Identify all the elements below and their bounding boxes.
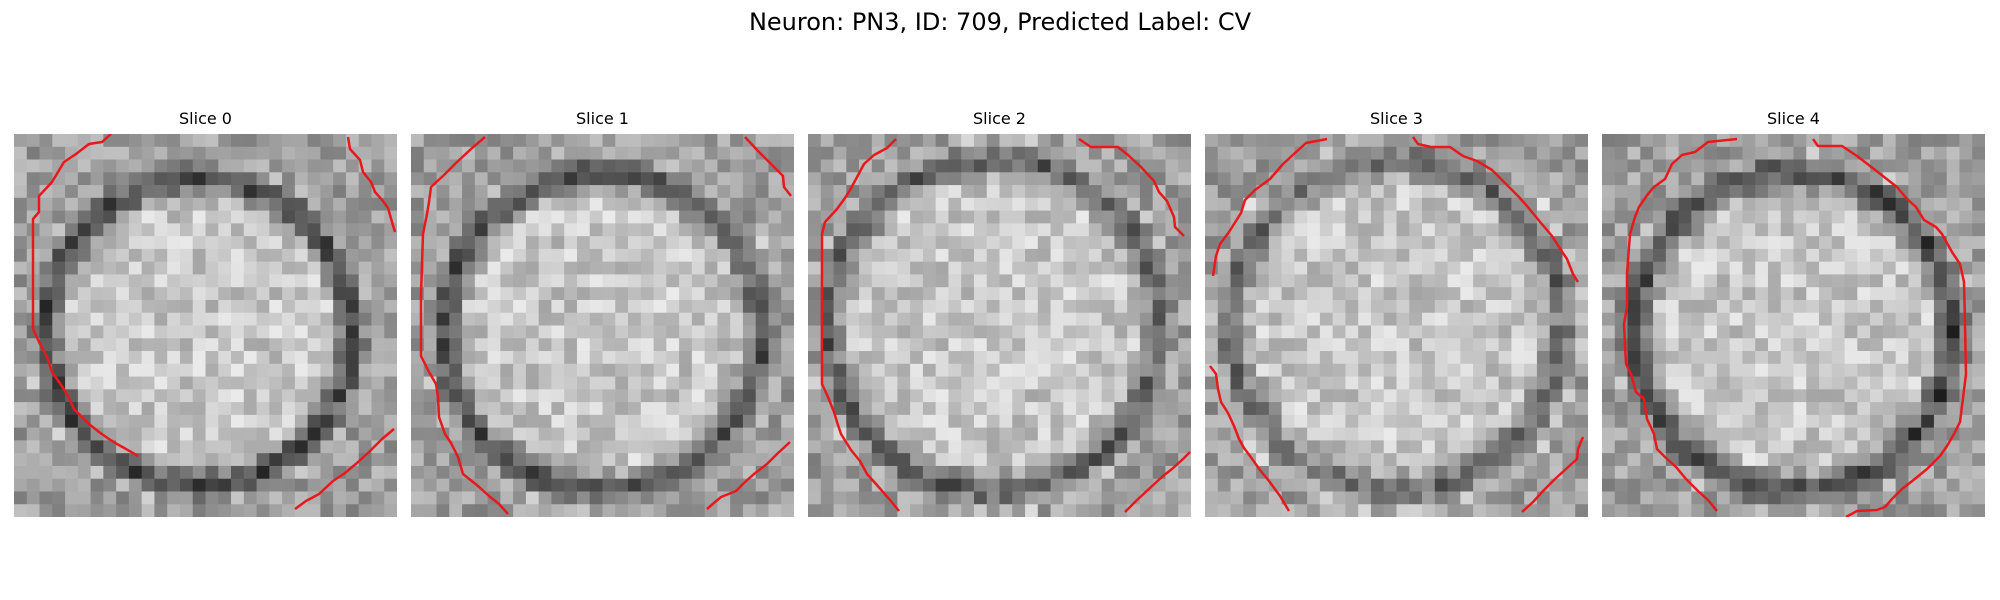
slice-image-1: [411, 134, 794, 517]
pixel-grid: [808, 134, 1191, 517]
slice-panel-1: Slice 1: [411, 108, 794, 517]
slice-title-3: Slice 3: [1205, 108, 1588, 134]
slice-panel-3: Slice 3: [1205, 108, 1588, 517]
slice-panel-4: Slice 4: [1602, 108, 1985, 517]
slice-image-4: [1602, 134, 1985, 517]
slice-image-2: [808, 134, 1191, 517]
pixel-grid: [1205, 134, 1588, 517]
slice-title-2: Slice 2: [808, 108, 1191, 134]
pixel-grid: [411, 134, 794, 517]
slice-title-1: Slice 1: [411, 108, 794, 134]
slice-panel-2: Slice 2: [808, 108, 1191, 517]
pixel-grid: [14, 134, 397, 517]
slice-panel-0: Slice 0: [14, 108, 397, 517]
slice-image-0: [14, 134, 397, 517]
pixel-grid: [1602, 134, 1985, 517]
slice-title-0: Slice 0: [14, 108, 397, 134]
slice-title-4: Slice 4: [1602, 108, 1985, 134]
slice-image-3: [1205, 134, 1588, 517]
figure-title: Neuron: PN3, ID: 709, Predicted Label: C…: [0, 8, 2000, 36]
